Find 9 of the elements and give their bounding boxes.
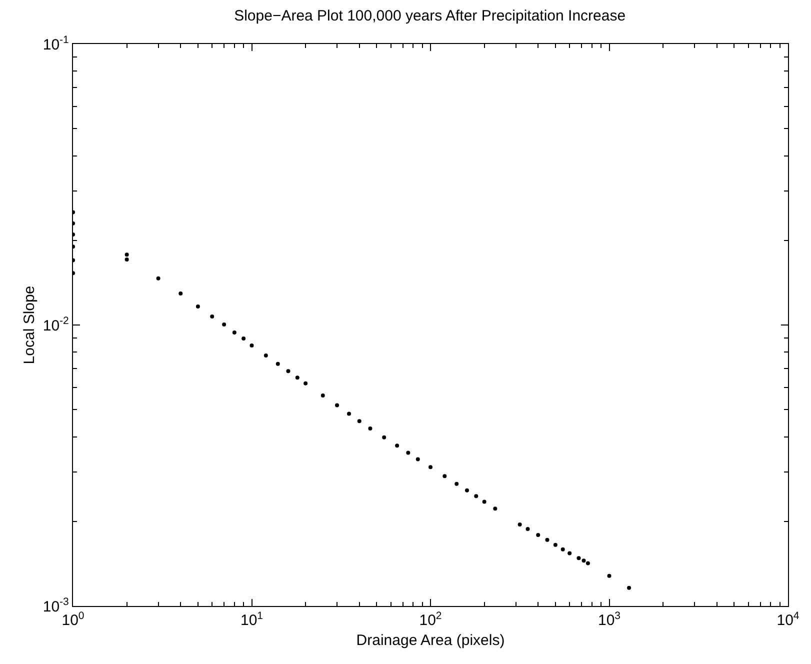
y-tick-label: 10$^{-1}$ (42, 34, 70, 54)
x-tick-label: 10$^{3}$ (598, 610, 621, 630)
chart-title: Slope−Area Plot 100,000 years After Precipitation Increase (234, 7, 626, 24)
x-tick-label: 10$^{1}$ (240, 610, 264, 630)
x-tick-label: 10$^{4}$ (776, 610, 800, 630)
x-axis-title: Drainage Area (pixels) (356, 632, 505, 650)
y-tick-label: 10$^{-2}$ (42, 314, 70, 334)
x-tick-label: 10$^{2}$ (419, 610, 442, 630)
y-axis-title: Local Slope (21, 286, 38, 364)
